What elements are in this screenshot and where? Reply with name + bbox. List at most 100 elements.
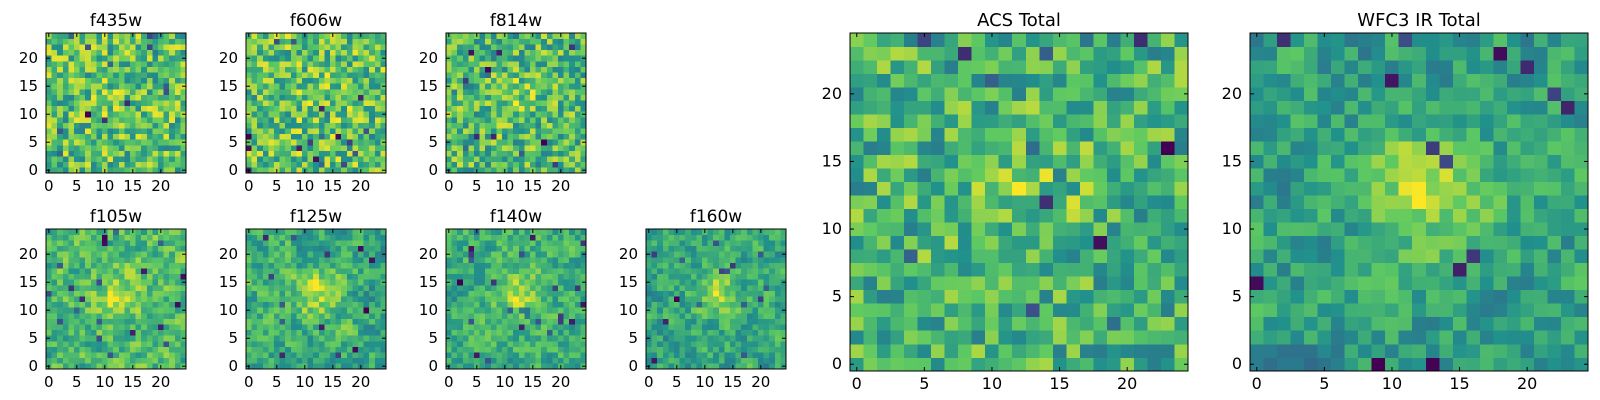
heatmap-cell: [374, 83, 381, 90]
heatmap-cell: [730, 346, 736, 353]
heatmap-cell: [474, 357, 480, 364]
heatmap-cell: [485, 145, 492, 151]
heatmap-cell: [146, 296, 153, 303]
heatmap-cell: [62, 346, 69, 353]
heatmap-cell: [741, 318, 748, 325]
heatmap-cell: [318, 301, 325, 308]
heatmap-cell: [79, 72, 86, 79]
heatmap-cell: [462, 77, 469, 84]
heatmap-cell: [85, 133, 92, 140]
heatmap-cell: [580, 296, 587, 303]
heatmap-cell: [330, 38, 336, 45]
heatmap-cell: [546, 94, 553, 101]
heatmap-cell: [107, 301, 114, 308]
heatmap-cell: [124, 268, 131, 275]
heatmap-cell: [290, 49, 297, 56]
heatmap-cell: [530, 38, 536, 45]
heatmap-cell: [130, 357, 136, 364]
y-tick-label: 15: [19, 77, 38, 95]
heatmap-cell: [541, 139, 548, 146]
heatmap-cell: [62, 318, 69, 325]
heatmap-cell: [124, 105, 131, 112]
heatmap-cell: [74, 77, 80, 84]
heatmap-cell: [457, 111, 464, 118]
heatmap-cell: [107, 363, 114, 370]
heatmap-cell: [971, 181, 986, 196]
heatmap-cell: [374, 33, 381, 39]
heatmap-cell: [446, 290, 452, 297]
heatmap-cell: [174, 357, 181, 364]
heatmap-cell: [135, 234, 142, 241]
heatmap-cell: [369, 33, 376, 39]
heatmap-cell: [369, 94, 376, 101]
heatmap-cell: [51, 55, 58, 62]
heatmap-cell: [707, 346, 714, 353]
heatmap-cell: [944, 262, 959, 277]
heatmap-cell: [180, 229, 187, 235]
heatmap-cell: [380, 290, 387, 297]
heatmap-cell: [107, 262, 114, 269]
heatmap-cell: [102, 89, 108, 95]
heatmap-cell: [541, 324, 548, 331]
heatmap-cell: [152, 94, 159, 101]
heatmap-cell: [302, 89, 308, 95]
heatmap-cell: [107, 156, 114, 163]
heatmap-cell: [141, 111, 148, 118]
heatmap-cell: [541, 313, 548, 319]
heatmap-cell: [707, 234, 714, 241]
heatmap-cell: [696, 357, 703, 364]
heatmap-cell: [1120, 208, 1135, 223]
heatmap-cell: [358, 341, 364, 347]
heatmap-cell: [85, 318, 92, 325]
heatmap-cell: [290, 167, 297, 174]
heatmap-cell: [552, 357, 559, 364]
heatmap-cell: [313, 301, 320, 308]
heatmap-cell: [90, 167, 97, 174]
heatmap-cell: [496, 133, 503, 140]
heatmap-cell: [580, 33, 587, 39]
heatmap-cell: [180, 285, 187, 291]
heatmap-cell: [502, 117, 508, 123]
heatmap-cell: [1160, 289, 1175, 304]
heatmap-cell: [917, 262, 932, 277]
heatmap-cell: [730, 290, 736, 297]
heatmap-cell: [552, 150, 559, 157]
heatmap-cell: [369, 122, 376, 129]
heatmap-cell: [541, 341, 548, 347]
heatmap-cell: [74, 273, 80, 280]
heatmap-cell: [130, 245, 136, 252]
heatmap-cell: [574, 318, 581, 325]
heatmap-cell: [468, 100, 475, 107]
heatmap-cell: [324, 33, 331, 39]
heatmap-cell: [685, 279, 692, 286]
heatmap-cell: [324, 100, 331, 107]
heatmap-cell: [285, 329, 292, 336]
heatmap-cell: [57, 273, 64, 280]
heatmap-cell: [524, 301, 531, 308]
heatmap-cell: [451, 335, 458, 342]
heatmap-cell: [57, 83, 64, 90]
heatmap-cell: [718, 273, 725, 280]
heatmap-cell: [318, 55, 325, 62]
heatmap-cell: [118, 363, 125, 370]
heatmap-cell: [346, 49, 353, 56]
heatmap-cell: [113, 234, 120, 241]
heatmap-cell: [113, 357, 120, 364]
heatmap-cell: [51, 341, 58, 347]
heatmap-cell: [713, 296, 720, 303]
heatmap-cell: [68, 296, 75, 303]
heatmap-cell: [1133, 289, 1148, 304]
heatmap-cell: [674, 318, 680, 325]
heatmap-cell: [457, 133, 464, 140]
heatmap-cell: [369, 44, 376, 51]
heatmap-cell: [563, 329, 570, 336]
heatmap-cell: [352, 279, 359, 286]
heatmap-cell: [580, 133, 587, 140]
heatmap-cell: [107, 133, 114, 140]
heatmap-cell: [130, 100, 136, 107]
y-tick-label: 20: [19, 245, 38, 263]
heatmap-cell: [558, 105, 564, 112]
heatmap-cell: [135, 33, 142, 39]
heatmap-cell: [324, 89, 331, 95]
heatmap-cell: [380, 273, 387, 280]
